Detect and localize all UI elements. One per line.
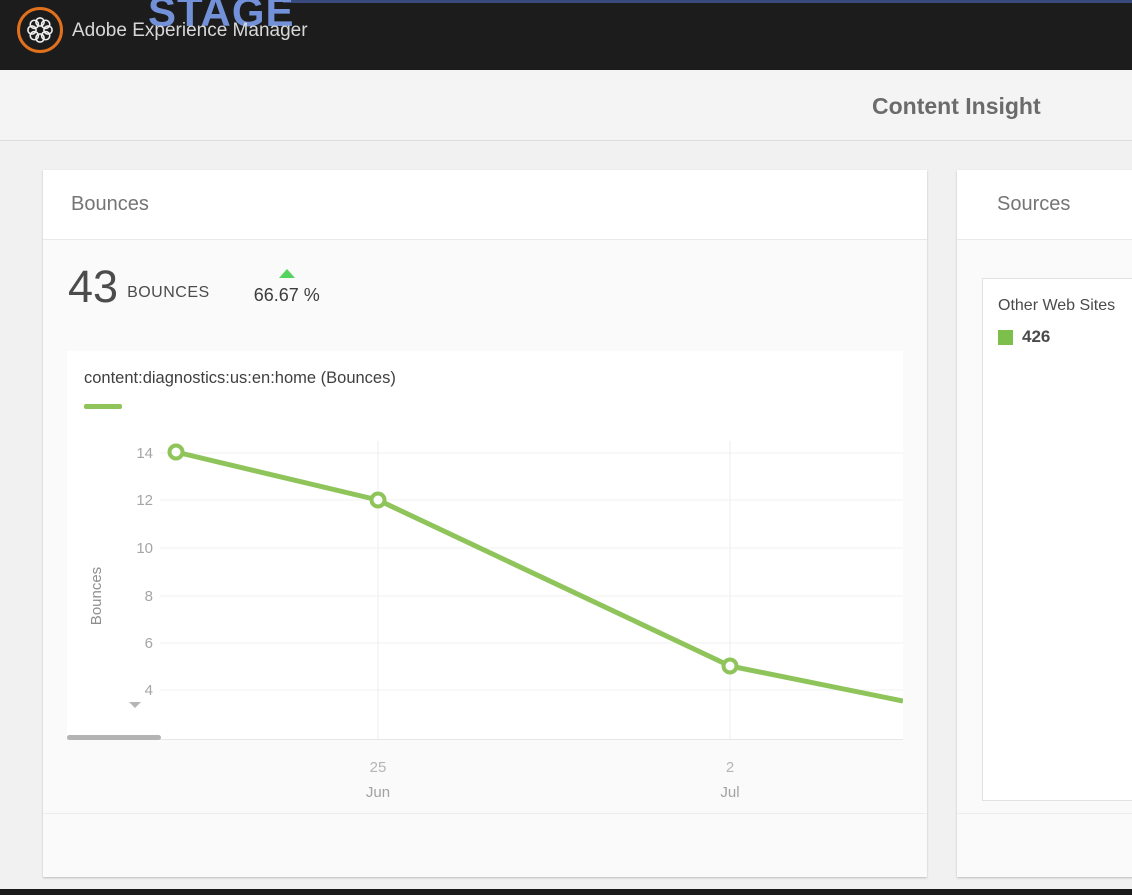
app-title: Adobe Experience Manager (72, 20, 308, 41)
bounces-unit-label: BOUNCES (127, 283, 210, 301)
bounces-chart-panel: content:diagnostics:us:en:home (Bounces) (67, 351, 903, 740)
y-axis-scroll-down-icon[interactable] (129, 702, 141, 708)
y-tick-8: 8 (145, 588, 153, 605)
page-toolbar: Content Insight (0, 70, 1132, 141)
bounces-card-title: Bounces (71, 193, 149, 215)
x-tick-month: Jul (720, 784, 740, 801)
stage-environment-label: STAGE (148, 0, 295, 35)
bounces-card: Bounces 43 BOUNCES 66.67 % content:diagn… (43, 170, 927, 877)
bounces-card-footer-divider (43, 813, 927, 814)
data-point-5[interactable] (721, 657, 739, 675)
y-tick-10: 10 (136, 540, 153, 557)
x-tick-month: Jun (365, 784, 391, 801)
bounces-card-header: Bounces (43, 170, 927, 240)
bounces-count: 43 (68, 261, 119, 312)
bounces-trend: 66.67 % (253, 268, 320, 306)
chart-v-gridlines (377, 441, 731, 740)
y-tick-6: 6 (145, 635, 153, 652)
aem-logo-flower-icon (27, 17, 53, 43)
y-axis-title: Bounces (88, 567, 105, 625)
x-tick-day: 25 (369, 759, 387, 776)
x-tick-day: 2 (725, 759, 735, 776)
bounces-kpi: 43 BOUNCES 66.67 % (68, 261, 320, 312)
sources-list: Other Web Sites 426 (982, 278, 1132, 801)
x-tick-jun25: 25 Jun (366, 755, 390, 805)
source-label: Other Web Sites (998, 297, 1116, 314)
sources-card-title: Sources (997, 193, 1071, 215)
x-tick-jul2: 2 Jul (720, 755, 739, 805)
chart-legend-label: content:diagnostics:us:en:home (Bounces) (84, 369, 396, 387)
bounces-line-chart: 14 12 10 8 6 4 Bounces (67, 441, 903, 740)
chart-legend-swatch (84, 404, 122, 409)
stage-banner-line (283, 0, 1132, 3)
source-item-other-web-sites[interactable]: Other Web Sites 426 (998, 297, 1115, 347)
sources-card: Sources Other Web Sites 426 (957, 170, 1132, 877)
y-tick-12: 12 (136, 492, 153, 509)
window-bottom-bar (0, 889, 1132, 895)
source-value-row: 426 (998, 327, 1115, 347)
trend-percent: 66.67 % (253, 284, 320, 305)
data-point-12[interactable] (369, 491, 387, 509)
sources-card-header: Sources (957, 170, 1132, 240)
y-tick-14: 14 (136, 445, 153, 462)
source-swatch-icon (998, 329, 1013, 345)
aem-logo-icon[interactable] (17, 7, 63, 53)
y-tick-4: 4 (145, 682, 153, 699)
trend-up-icon (278, 268, 295, 278)
sources-card-footer-divider (957, 813, 1132, 814)
source-value: 426 (1022, 327, 1051, 346)
app-header: STAGE Adobe Experience Manager (0, 0, 1132, 70)
bounces-series-line (175, 449, 903, 704)
page-title: Content Insight (872, 93, 1041, 119)
chart-h-gridlines (160, 452, 903, 691)
data-point-14[interactable] (167, 443, 185, 461)
chart-h-scrollbar[interactable] (67, 735, 161, 740)
